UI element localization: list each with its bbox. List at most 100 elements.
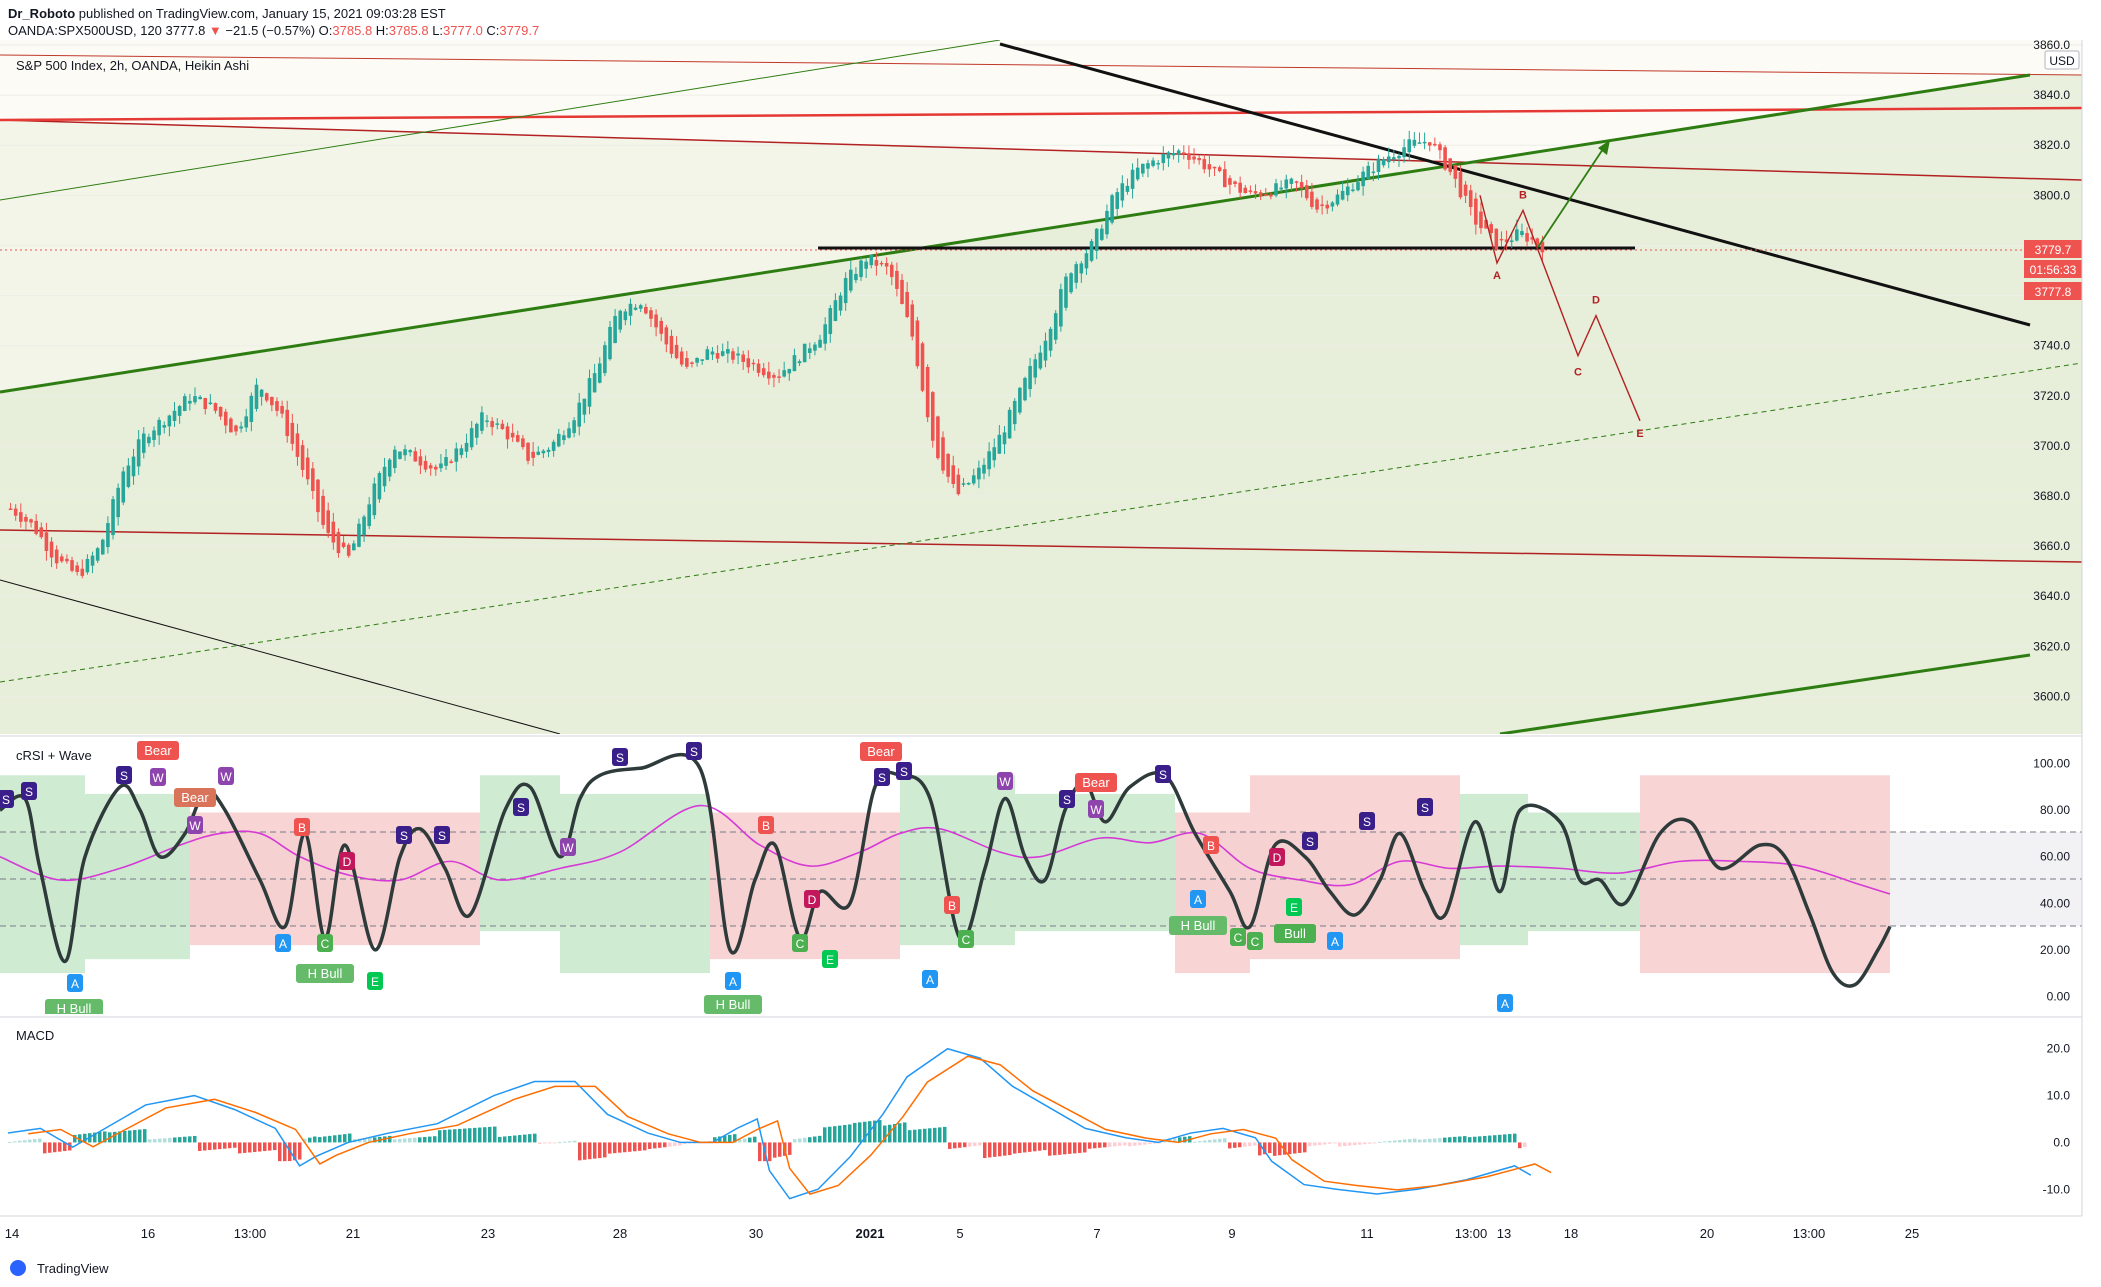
top-channel-line[interactable] xyxy=(0,54,2082,76)
signal-badge[interactable]: H Bull xyxy=(704,995,762,1014)
candle-body[interactable] xyxy=(141,433,146,453)
candle-body[interactable] xyxy=(316,479,320,513)
candle-body[interactable] xyxy=(1222,169,1227,188)
candle-body[interactable] xyxy=(372,483,377,516)
candle-body[interactable] xyxy=(710,351,715,355)
candle-body[interactable] xyxy=(1130,169,1135,189)
candle-body[interactable] xyxy=(751,362,756,365)
wave-projection[interactable]: A B C D E xyxy=(1479,189,1644,440)
candle-body[interactable] xyxy=(454,448,459,462)
candle-body[interactable] xyxy=(1433,143,1437,146)
candle-body[interactable] xyxy=(608,326,612,360)
candle-body[interactable] xyxy=(357,523,361,547)
candle-body[interactable] xyxy=(341,542,346,548)
candle-body[interactable] xyxy=(1120,183,1125,201)
candle-body[interactable] xyxy=(1182,152,1186,155)
candle-body[interactable] xyxy=(551,441,556,451)
candle-body[interactable] xyxy=(674,344,679,359)
candle-body[interactable] xyxy=(562,435,566,441)
candle-body[interactable] xyxy=(1100,228,1104,240)
candle-body[interactable] xyxy=(223,411,228,426)
candle-body[interactable] xyxy=(1361,171,1365,187)
candle-body[interactable] xyxy=(936,416,940,459)
dashed-green-line[interactable] xyxy=(0,362,2082,683)
candle-body[interactable] xyxy=(182,396,187,411)
candle-body[interactable] xyxy=(633,307,638,310)
crsi-marker-w[interactable]: W xyxy=(187,816,203,834)
candle-body[interactable] xyxy=(1079,263,1084,274)
signal-badge[interactable]: Bull xyxy=(1274,924,1316,943)
candle-body[interactable] xyxy=(690,362,694,364)
green-lower-trendline[interactable] xyxy=(1499,653,2031,734)
candle-body[interactable] xyxy=(915,320,920,367)
candle-body[interactable] xyxy=(1294,181,1299,183)
macd-line[interactable] xyxy=(7,1047,1532,1200)
candle-body[interactable] xyxy=(1386,156,1391,163)
candle-body[interactable] xyxy=(1335,194,1340,205)
candle-body[interactable] xyxy=(1412,139,1417,146)
candle-body[interactable] xyxy=(393,449,397,469)
candle-body[interactable] xyxy=(331,521,336,543)
candle-body[interactable] xyxy=(1105,210,1109,235)
candle-body[interactable] xyxy=(787,368,792,374)
candle-body[interactable] xyxy=(700,359,705,361)
crsi-marker-b[interactable]: B xyxy=(944,896,960,914)
candle-body[interactable] xyxy=(346,544,351,556)
candle-body[interactable] xyxy=(1535,238,1540,245)
candle-body[interactable] xyxy=(536,451,541,455)
candle-body[interactable] xyxy=(490,421,494,428)
candle-body[interactable] xyxy=(720,351,725,356)
candle-body[interactable] xyxy=(1438,144,1442,151)
candle-body[interactable] xyxy=(300,445,305,470)
candle-body[interactable] xyxy=(167,415,172,427)
macd-pane[interactable]: -10.0 0.0 10.0 20.0 MACD xyxy=(7,1028,2071,1200)
candle-body[interactable] xyxy=(767,371,771,379)
candle-body[interactable] xyxy=(843,278,848,304)
candle-body[interactable] xyxy=(413,451,418,462)
candle-body[interactable] xyxy=(1028,366,1032,390)
candle-body[interactable] xyxy=(1048,328,1053,351)
crsi-marker-a[interactable]: A xyxy=(1497,994,1513,1012)
crsi-marker-s[interactable]: S xyxy=(1417,798,1433,816)
candle-body[interactable] xyxy=(526,442,530,461)
candle-body[interactable] xyxy=(254,384,259,409)
crsi-legend[interactable]: cRSI + Wave xyxy=(16,748,92,763)
crsi-marker-s[interactable]: S xyxy=(1359,812,1375,830)
candle-body[interactable] xyxy=(459,448,464,456)
crsi-marker-d[interactable]: D xyxy=(339,852,355,870)
candle-body[interactable] xyxy=(1141,163,1145,174)
candle-body[interactable] xyxy=(659,320,664,334)
candle-body[interactable] xyxy=(679,351,684,365)
candle-body[interactable] xyxy=(1171,152,1176,156)
candle-body[interactable] xyxy=(152,430,156,441)
candle-body[interactable] xyxy=(408,450,412,453)
candle-body[interactable] xyxy=(60,556,64,562)
candle-body[interactable] xyxy=(746,358,751,368)
candle-body[interactable] xyxy=(1443,147,1447,170)
candle-body[interactable] xyxy=(188,400,192,404)
candle-body[interactable] xyxy=(131,456,136,477)
candle-body[interactable] xyxy=(177,406,182,416)
candle-body[interactable] xyxy=(1059,289,1063,327)
candle-body[interactable] xyxy=(603,345,607,374)
candle-body[interactable] xyxy=(1212,166,1217,169)
candle-body[interactable] xyxy=(1448,158,1453,172)
candle-body[interactable] xyxy=(992,447,997,461)
candle-body[interactable] xyxy=(39,527,44,538)
candle-body[interactable] xyxy=(1345,186,1350,196)
candle-body[interactable] xyxy=(469,428,474,448)
candle-body[interactable] xyxy=(1407,139,1412,153)
candle-body[interactable] xyxy=(449,461,453,463)
candle-body[interactable] xyxy=(859,260,863,278)
macd-axis[interactable]: -10.0 0.0 10.0 20.0 xyxy=(2043,1042,2071,1197)
candle-body[interactable] xyxy=(234,425,238,432)
crsi-marker-s[interactable]: S xyxy=(116,766,132,784)
candle-body[interactable] xyxy=(387,459,392,477)
candle-body[interactable] xyxy=(623,311,628,321)
candle-body[interactable] xyxy=(500,423,505,430)
candle-body[interactable] xyxy=(1269,194,1273,197)
crsi-marker-s[interactable]: S xyxy=(686,742,702,760)
candle-body[interactable] xyxy=(203,397,208,410)
candle-body[interactable] xyxy=(326,510,331,533)
